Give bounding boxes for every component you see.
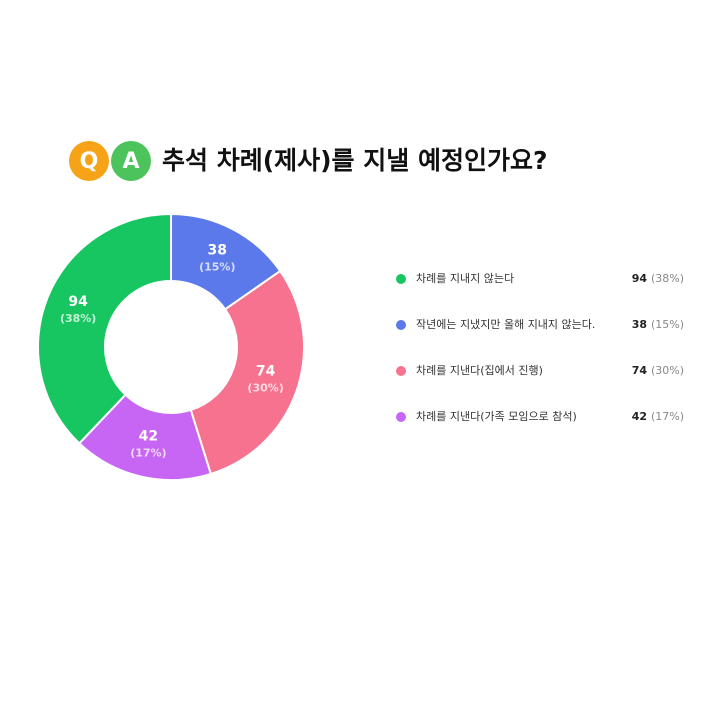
legend-dot	[396, 320, 406, 330]
legend-label: 차례를 지낸다(가족 모임으로 참석)	[416, 410, 577, 423]
legend-value: 42	[632, 410, 647, 423]
legend-share: (17%)	[651, 410, 684, 423]
legend-dot	[396, 366, 406, 376]
legend-dot	[396, 274, 406, 284]
slice-value: 42	[139, 428, 158, 444]
slice-value: 38	[208, 242, 227, 258]
slice-value: 94	[68, 294, 88, 310]
slice-value: 74	[256, 363, 276, 379]
legend-label: 작년에는 지냈지만 올해 지내지 않는다.	[416, 317, 595, 331]
q-badge	[69, 141, 109, 181]
donut-slice	[189, 269, 305, 476]
legend-share: (30%)	[651, 364, 684, 377]
slice-share: (30%)	[247, 381, 283, 394]
qa-badges: Q A	[69, 141, 151, 181]
slice-share: (15%)	[199, 260, 235, 273]
donut-slice	[77, 393, 213, 481]
slice-share: (17%)	[130, 446, 166, 459]
chart-title: 추석 차례(제사)를 지낼 예정인가요?	[162, 146, 547, 175]
legend-dot	[396, 412, 406, 422]
donut-slice	[37, 212, 172, 445]
legend-share: (38%)	[651, 272, 684, 285]
legend-label: 차례를 지낸다(집에서 진행)	[416, 364, 543, 377]
legend-share: (15%)	[651, 318, 684, 331]
legend-label: 차례를 지내지 않는다	[416, 272, 514, 285]
legend-value: 38	[632, 318, 647, 331]
a-badge	[111, 141, 151, 181]
a-letter: A	[122, 149, 139, 174]
slice-share: (38%)	[60, 312, 96, 325]
legend-value: 74	[632, 364, 648, 377]
legend-value: 94	[632, 272, 648, 285]
q-letter: Q	[80, 149, 99, 174]
